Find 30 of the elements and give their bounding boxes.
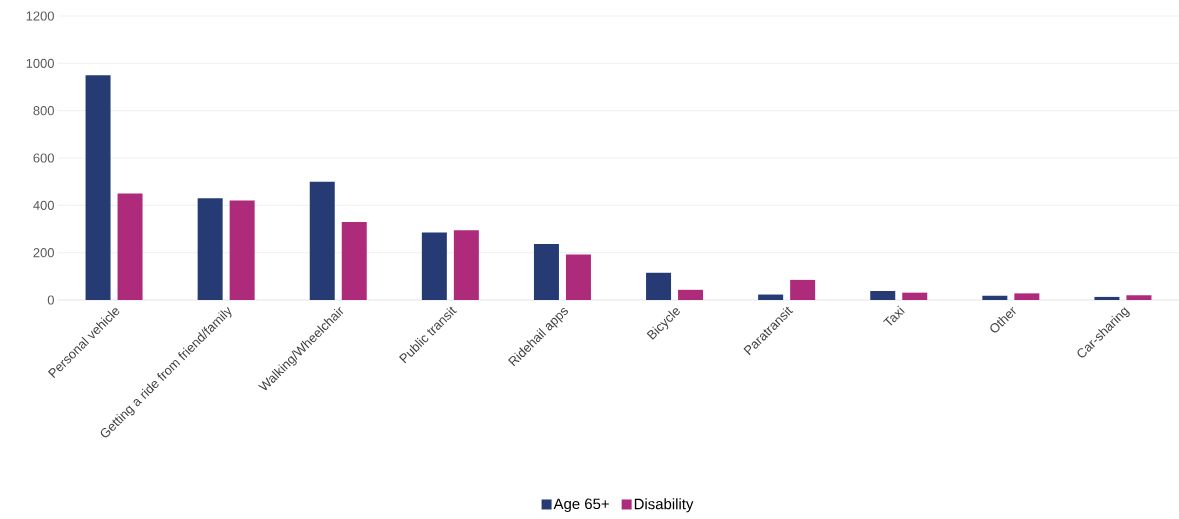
bar	[902, 292, 928, 300]
bar	[758, 294, 784, 300]
bar	[1014, 293, 1040, 300]
legend-label: Age 65+	[553, 498, 609, 513]
y-tick-label: 0	[47, 295, 54, 305]
bar	[1126, 295, 1152, 300]
bar	[678, 289, 704, 300]
bar	[533, 243, 559, 300]
y-tick-label: 1200	[26, 11, 54, 21]
bar	[870, 291, 896, 300]
legend-label: Disability	[634, 498, 694, 513]
y-tick-label: 1000	[26, 58, 54, 68]
bar	[565, 254, 591, 300]
bar	[197, 198, 223, 300]
y-tick-label: 800	[33, 106, 54, 116]
y-tick-label: 400	[33, 200, 54, 210]
y-tick-label: 200	[33, 248, 54, 258]
bar	[117, 193, 143, 300]
bar	[421, 232, 447, 300]
bar	[790, 279, 816, 300]
bar	[453, 230, 479, 300]
bar	[646, 272, 672, 300]
bar	[85, 75, 111, 300]
bar	[341, 221, 367, 300]
y-tick-label: 600	[33, 153, 54, 163]
bar	[1094, 296, 1120, 300]
bar	[982, 295, 1008, 300]
bar	[309, 181, 335, 300]
x-tick-label: Taxi	[883, 305, 905, 326]
bar	[229, 200, 255, 300]
